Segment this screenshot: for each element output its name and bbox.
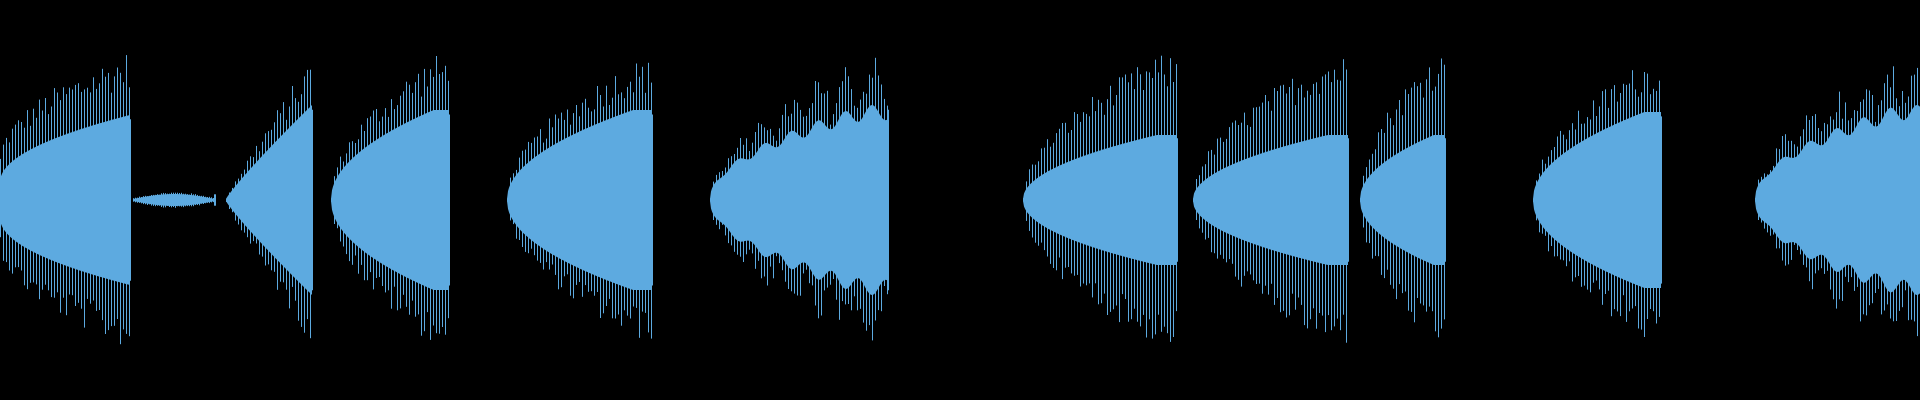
waveform-segment-burst-9 — [1533, 70, 1662, 337]
waveform-segments — [0, 55, 1920, 345]
waveform-segment-burst-4 — [507, 62, 653, 339]
waveform-segment-burst-5 — [710, 57, 889, 341]
waveform-segment-tail-1 — [133, 192, 216, 208]
waveform-segment-burst-3 — [331, 56, 450, 340]
waveform-segment-burst-1 — [0, 55, 131, 345]
waveform-segment-burst-6 — [1023, 55, 1178, 342]
waveform-segment-burst-7 — [1193, 59, 1349, 343]
waveform-segment-burst-2 — [226, 69, 313, 339]
waveform-segment-burst-8 — [1360, 58, 1446, 338]
waveform-segment-burst-10 — [1755, 66, 1920, 337]
